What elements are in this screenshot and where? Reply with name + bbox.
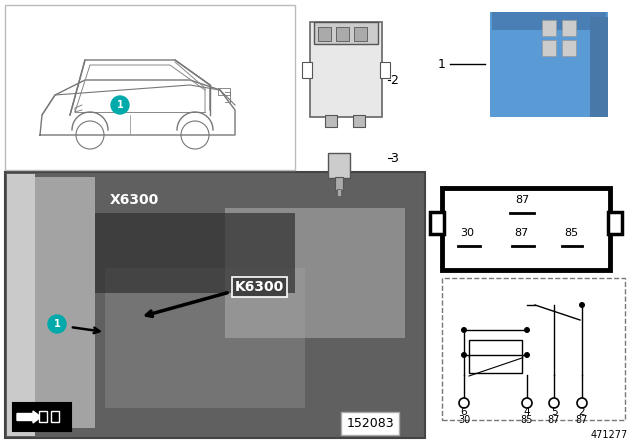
Bar: [5, 172, 425, 438]
Text: 1: 1: [438, 57, 446, 70]
Bar: [318, 27, 331, 41]
Bar: [469, 340, 522, 358]
Circle shape: [549, 398, 559, 408]
Bar: [302, 62, 312, 78]
Bar: [7, 174, 35, 436]
Bar: [430, 212, 444, 234]
Text: 2: 2: [579, 407, 586, 417]
Bar: [5, 5, 295, 170]
Bar: [608, 212, 622, 234]
Bar: [562, 40, 576, 56]
Text: 87: 87: [515, 195, 529, 205]
Text: 30: 30: [458, 415, 470, 425]
FancyArrow shape: [17, 411, 41, 423]
Bar: [542, 20, 556, 36]
Text: 87: 87: [548, 415, 560, 425]
Circle shape: [524, 352, 530, 358]
Text: 87: 87: [576, 415, 588, 425]
Text: 4: 4: [524, 407, 531, 417]
Circle shape: [461, 327, 467, 333]
Text: 30: 30: [460, 228, 474, 238]
Text: 87: 87: [514, 228, 528, 238]
Bar: [469, 355, 522, 373]
Circle shape: [111, 96, 129, 114]
Bar: [51, 411, 59, 422]
Bar: [225, 208, 405, 338]
Circle shape: [524, 327, 530, 333]
Circle shape: [48, 315, 66, 333]
Text: 471277: 471277: [591, 430, 628, 440]
Bar: [310, 22, 382, 117]
Text: X6300: X6300: [110, 193, 159, 207]
Bar: [442, 278, 625, 420]
Bar: [325, 115, 337, 127]
Bar: [353, 115, 365, 127]
Text: 5: 5: [550, 407, 557, 417]
Bar: [39, 411, 47, 422]
Text: 85: 85: [564, 228, 578, 238]
Text: 6: 6: [461, 407, 467, 417]
Text: 3: 3: [390, 151, 398, 164]
Bar: [354, 27, 367, 41]
Text: 2: 2: [390, 73, 398, 86]
Circle shape: [459, 398, 469, 408]
Bar: [336, 27, 349, 41]
Circle shape: [577, 398, 587, 408]
Text: K6300: K6300: [235, 280, 284, 294]
Bar: [492, 12, 606, 30]
Bar: [562, 20, 576, 36]
Bar: [542, 40, 556, 56]
Bar: [335, 177, 343, 190]
Circle shape: [579, 302, 585, 308]
Bar: [105, 268, 305, 408]
Circle shape: [522, 398, 532, 408]
Bar: [442, 188, 610, 270]
Bar: [590, 17, 608, 117]
Bar: [13, 403, 71, 431]
Bar: [95, 213, 295, 293]
Bar: [380, 62, 390, 78]
Bar: [328, 153, 350, 178]
Text: 85: 85: [521, 415, 533, 425]
Bar: [314, 22, 378, 44]
Text: 1: 1: [116, 100, 124, 110]
Circle shape: [461, 352, 467, 358]
Text: 1: 1: [54, 319, 60, 329]
Bar: [490, 12, 608, 117]
Bar: [337, 189, 341, 196]
Text: 152083: 152083: [346, 417, 394, 430]
Bar: [35, 177, 95, 428]
